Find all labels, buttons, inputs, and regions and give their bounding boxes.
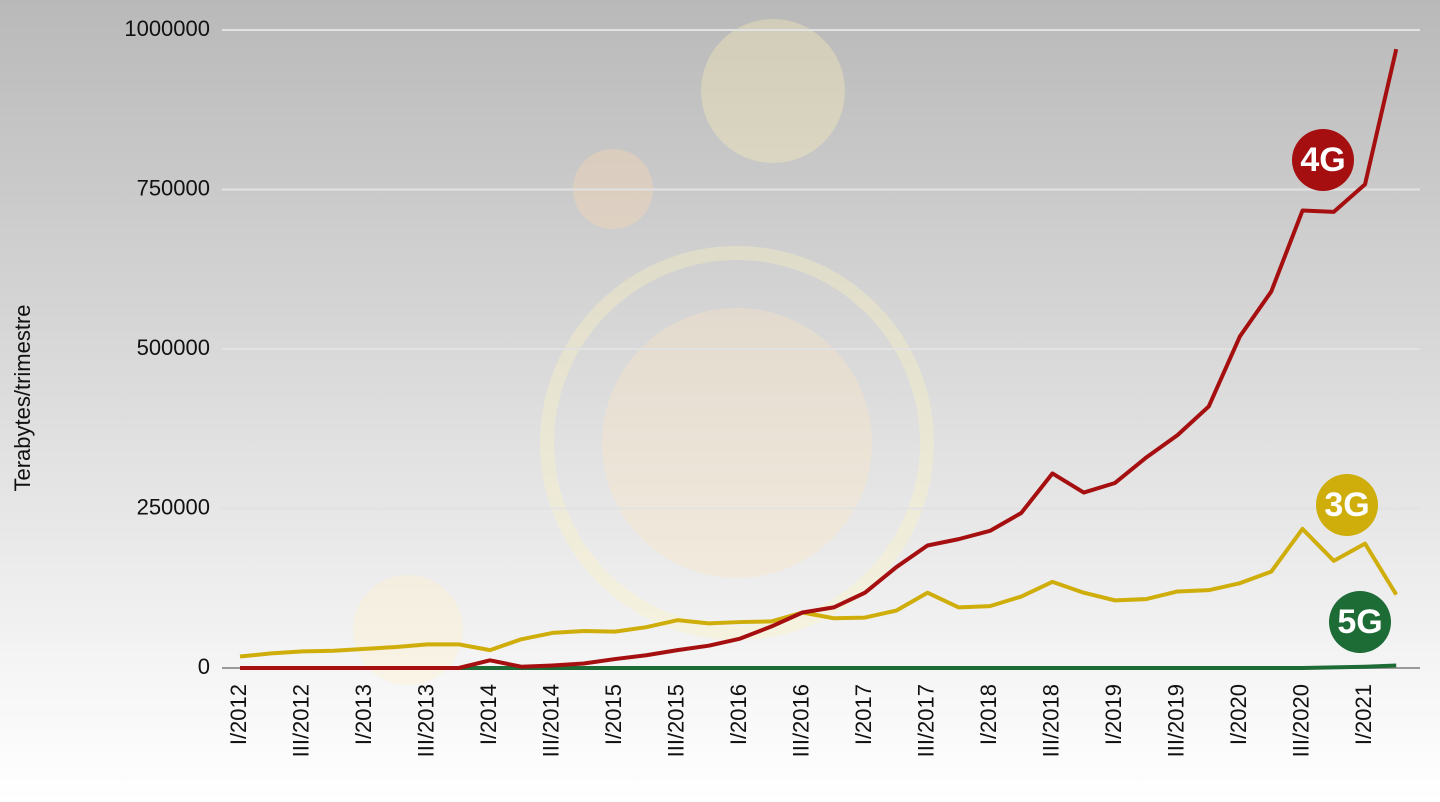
x-tick-label: III/2017 bbox=[913, 684, 938, 757]
x-tick-label: I/2013 bbox=[351, 684, 376, 745]
legend-badge bbox=[1316, 474, 1378, 536]
x-tick-label: I/2014 bbox=[476, 684, 501, 745]
y-tick-label: 0 bbox=[198, 654, 210, 679]
y-tick-label: 250000 bbox=[137, 494, 210, 519]
series-line bbox=[239, 526, 1398, 659]
y-tick-label: 1000000 bbox=[124, 16, 210, 41]
x-tick-label: III/2018 bbox=[1038, 684, 1063, 757]
x-tick-label: III/2019 bbox=[1163, 684, 1188, 757]
x-tick-label: III/2014 bbox=[538, 684, 563, 757]
decoration bbox=[353, 19, 934, 685]
x-tick-label: I/2021 bbox=[1351, 684, 1376, 745]
x-tick-label: III/2013 bbox=[413, 684, 438, 757]
x-tick-label: III/2020 bbox=[1288, 684, 1313, 757]
x-tick-label: I/2012 bbox=[226, 684, 251, 745]
x-tick-label: I/2018 bbox=[976, 684, 1001, 745]
legend-badge bbox=[1292, 129, 1354, 191]
x-tick-label: III/2016 bbox=[788, 684, 813, 757]
legend-badge bbox=[1329, 591, 1391, 653]
x-tick-label: III/2015 bbox=[663, 684, 688, 757]
x-tick-label: I/2020 bbox=[1226, 684, 1251, 745]
y-tick-label: 750000 bbox=[137, 175, 210, 200]
y-tick-label: 500000 bbox=[137, 335, 210, 360]
series-line bbox=[240, 48, 1399, 670]
legend-label: 3G bbox=[1324, 486, 1369, 524]
legend-label: 5G bbox=[1337, 603, 1382, 641]
legend-label: 4G bbox=[1300, 141, 1345, 179]
x-tick-label: I/2019 bbox=[1101, 684, 1126, 745]
x-tick-label: I/2016 bbox=[726, 684, 751, 745]
y-axis-label: Terabytes/trimestre bbox=[10, 304, 35, 491]
x-tick-label: III/2012 bbox=[288, 684, 313, 757]
x-tick-label: I/2015 bbox=[601, 684, 626, 745]
x-tick-label: I/2017 bbox=[851, 684, 876, 745]
